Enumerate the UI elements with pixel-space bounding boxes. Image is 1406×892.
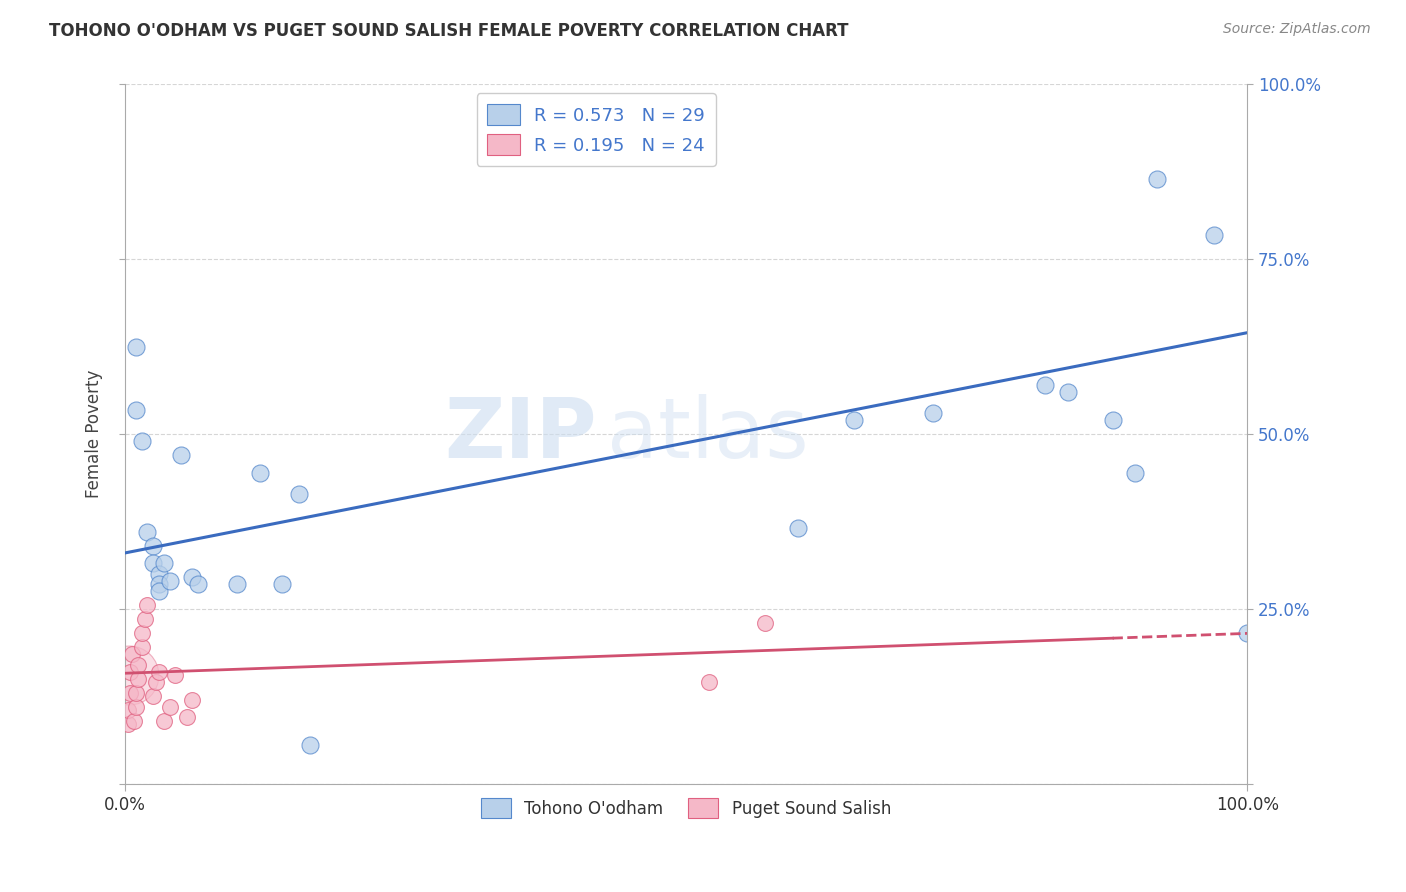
- Point: [697, 675, 720, 690]
- Point: [1202, 227, 1225, 242]
- Point: [1146, 171, 1168, 186]
- Point: [131, 434, 153, 448]
- Point: [118, 668, 141, 682]
- Point: [142, 690, 165, 704]
- Point: [148, 566, 170, 581]
- Point: [271, 577, 294, 591]
- Point: [249, 466, 271, 480]
- Point: [153, 714, 176, 728]
- Point: [127, 657, 149, 672]
- Point: [226, 577, 249, 591]
- Point: [121, 648, 143, 662]
- Text: atlas: atlas: [607, 393, 810, 475]
- Point: [153, 557, 176, 571]
- Point: [181, 570, 204, 584]
- Point: [148, 665, 170, 679]
- Point: [299, 739, 322, 753]
- Text: Source: ZipAtlas.com: Source: ZipAtlas.com: [1223, 22, 1371, 37]
- Text: ZIP: ZIP: [444, 393, 596, 475]
- Point: [120, 686, 142, 700]
- Point: [181, 693, 204, 707]
- Point: [1056, 385, 1078, 400]
- Point: [176, 710, 198, 724]
- Legend: Tohono O'odham, Puget Sound Salish: Tohono O'odham, Puget Sound Salish: [474, 792, 898, 824]
- Point: [122, 714, 145, 728]
- Point: [136, 524, 159, 539]
- Point: [165, 668, 187, 682]
- Text: TOHONO O'ODHAM VS PUGET SOUND SALISH FEMALE POVERTY CORRELATION CHART: TOHONO O'ODHAM VS PUGET SOUND SALISH FEM…: [49, 22, 849, 40]
- Point: [117, 703, 139, 717]
- Point: [159, 574, 181, 588]
- Point: [127, 672, 149, 686]
- Point: [145, 675, 167, 690]
- Point: [1101, 413, 1123, 427]
- Point: [142, 539, 165, 553]
- Point: [1236, 626, 1258, 640]
- Y-axis label: Female Poverty: Female Poverty: [86, 370, 103, 499]
- Point: [1123, 466, 1146, 480]
- Point: [922, 406, 945, 420]
- Point: [159, 699, 181, 714]
- Point: [125, 686, 148, 700]
- Point: [120, 665, 142, 679]
- Point: [148, 577, 170, 591]
- Point: [125, 340, 148, 354]
- Point: [125, 699, 148, 714]
- Point: [148, 584, 170, 599]
- Point: [1033, 378, 1056, 392]
- Point: [787, 521, 810, 535]
- Point: [288, 486, 311, 500]
- Point: [136, 599, 159, 613]
- Point: [187, 577, 209, 591]
- Point: [131, 640, 153, 655]
- Point: [117, 717, 139, 731]
- Point: [134, 612, 156, 626]
- Point: [125, 402, 148, 417]
- Point: [142, 557, 165, 571]
- Point: [131, 626, 153, 640]
- Point: [754, 615, 776, 630]
- Point: [844, 413, 866, 427]
- Point: [170, 448, 193, 462]
